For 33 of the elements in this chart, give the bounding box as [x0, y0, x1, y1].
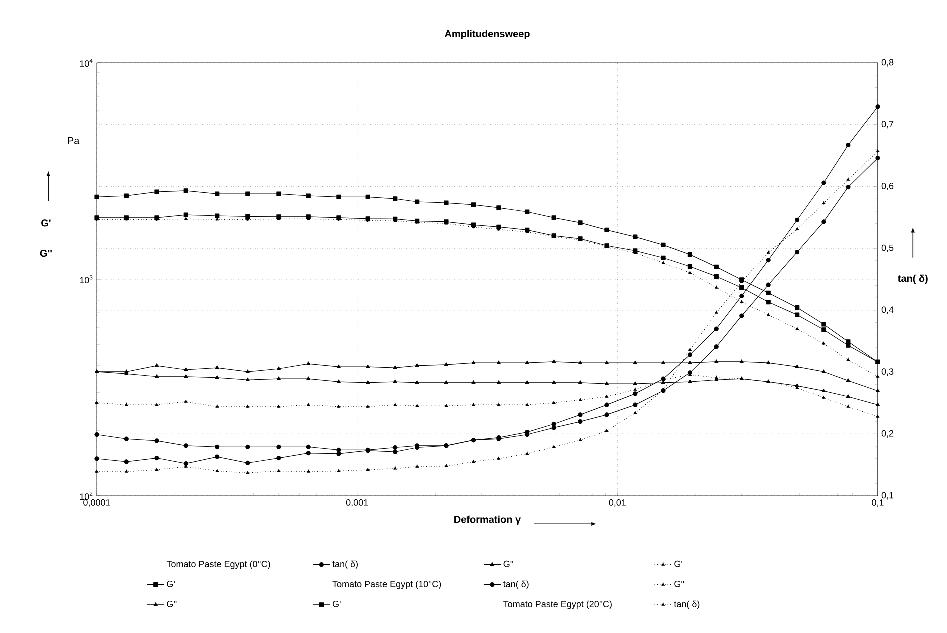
y2-tick-label: 0,2: [882, 430, 894, 438]
x-tick-label: 0,0001: [84, 500, 110, 507]
y2-tick-label: 0,3: [882, 368, 894, 376]
y-tick-label: 10$^{4}$: [80, 58, 93, 68]
legend-label: G'': [504, 560, 514, 568]
text: G'': [40, 250, 52, 258]
legend-label: G'': [167, 600, 177, 608]
y-axis-title: Pa: [68, 137, 80, 144]
y2-tick-label: 0,8: [882, 59, 894, 67]
text: Tomato Paste Egypt (0°C): [166, 560, 270, 570]
x-tick-label: 0,001: [346, 500, 368, 507]
legend-label: G': [167, 580, 175, 588]
y-tick-label: 10$^{3}$: [80, 275, 93, 284]
y2-axis-title: tan( δ): [898, 274, 928, 284]
legend-label: tan( δ): [503, 580, 529, 590]
chart-title: Amplitudensweep: [444, 30, 530, 40]
text: Tomato Paste Egypt (20°C): [504, 600, 612, 610]
text: G': [42, 220, 51, 227]
y2-tick-label: 0,6: [882, 182, 894, 190]
legend-label: G': [332, 600, 341, 608]
y-tick-label: 10$^{2}$: [80, 492, 93, 500]
x-tick-label: 0,1: [872, 500, 884, 507]
x-tick-label: 0,01: [609, 500, 626, 507]
legend-label: G': [674, 560, 682, 568]
legend-label: G'': [674, 580, 684, 588]
legend-label: tan( δ): [674, 600, 700, 610]
y2-tick-label: 0,1: [882, 492, 894, 500]
y2-tick-label: 0,4: [882, 306, 894, 314]
y2-tick-label: 0,7: [882, 121, 894, 129]
text: Tomato Paste Egypt (10°C): [332, 580, 442, 590]
legend-label: tan( δ): [332, 560, 358, 570]
y2-tick-label: 0,5: [882, 244, 894, 252]
x-axis-title: Deformation γ: [454, 516, 522, 526]
